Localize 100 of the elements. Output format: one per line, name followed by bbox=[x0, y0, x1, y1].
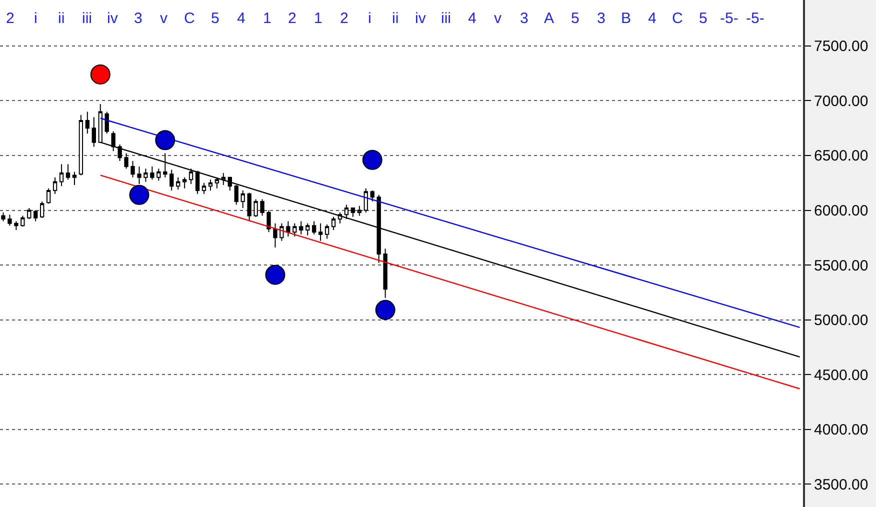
candlestick bbox=[312, 220, 316, 235]
candlestick bbox=[8, 214, 12, 226]
candlestick bbox=[27, 208, 32, 220]
annotation: iii bbox=[82, 10, 92, 27]
y-tick-label: 7500.00 bbox=[814, 38, 868, 56]
point bbox=[375, 300, 396, 320]
annotation: v bbox=[494, 10, 502, 27]
candlestick bbox=[247, 192, 252, 222]
candlestick bbox=[299, 220, 304, 235]
annotation: 4 bbox=[468, 10, 476, 27]
candlestick bbox=[40, 200, 44, 218]
y-tick-label: 6500.00 bbox=[814, 148, 868, 165]
candlestick bbox=[357, 205, 362, 216]
annotation: 3 bbox=[597, 10, 606, 27]
annotation: 2 bbox=[340, 10, 348, 27]
candlestick bbox=[46, 188, 51, 204]
candlestick bbox=[163, 152, 168, 178]
candlestick bbox=[344, 204, 349, 220]
annotation: B bbox=[621, 10, 632, 27]
candlestick bbox=[59, 164, 64, 187]
annotation: 5 bbox=[211, 10, 220, 27]
candlestick bbox=[130, 160, 135, 178]
y-tick-label: 4500.00 bbox=[814, 366, 868, 384]
candlestick bbox=[331, 216, 336, 230]
annotation: A bbox=[544, 10, 554, 27]
candlestick bbox=[1, 212, 6, 222]
candlestick bbox=[370, 190, 374, 202]
annotation: 3 bbox=[520, 10, 528, 27]
annotation: 3 bbox=[134, 10, 142, 27]
candlestick bbox=[324, 224, 330, 240]
candlestick bbox=[240, 190, 245, 209]
candlestick bbox=[318, 222, 323, 242]
candlestick bbox=[234, 184, 238, 206]
annotation: 1 bbox=[263, 10, 272, 27]
point bbox=[155, 130, 176, 150]
candlestick bbox=[292, 222, 297, 238]
annotation: 1 bbox=[314, 10, 322, 27]
annotation: 4 bbox=[648, 10, 656, 27]
annotation: C bbox=[672, 10, 683, 27]
annotation: 4 bbox=[237, 10, 246, 27]
y-tick-label: 4000.00 bbox=[814, 422, 868, 438]
annotation: -5- bbox=[720, 10, 738, 27]
candlestick bbox=[170, 169, 174, 192]
candlestick bbox=[383, 248, 388, 298]
candlestick bbox=[52, 176, 58, 194]
candlestick bbox=[273, 222, 278, 248]
candlestick bbox=[14, 220, 18, 230]
annotation: iv bbox=[415, 10, 426, 27]
candlestick bbox=[150, 166, 154, 180]
candlestick bbox=[202, 182, 206, 194]
annotation: C bbox=[184, 10, 195, 27]
annotation: i bbox=[34, 10, 38, 27]
candlestick bbox=[208, 179, 213, 192]
y-tick-label: 6000.00 bbox=[814, 202, 868, 220]
candlestick bbox=[20, 215, 25, 228]
candlestick bbox=[266, 210, 271, 233]
annotation: iii bbox=[441, 10, 451, 27]
candlestick bbox=[144, 168, 148, 182]
annotation: 5 bbox=[571, 10, 580, 27]
candlestick bbox=[92, 116, 96, 148]
y-tick-label: 5500.00 bbox=[814, 257, 868, 274]
annotation: 5 bbox=[699, 10, 708, 27]
annotation: 2 bbox=[288, 10, 296, 27]
candlestick bbox=[188, 168, 194, 184]
candlestick bbox=[306, 222, 310, 236]
candlestick bbox=[78, 114, 84, 176]
candlestick bbox=[176, 176, 180, 190]
point bbox=[129, 184, 150, 205]
annotation: 2 bbox=[6, 10, 14, 27]
candlestick bbox=[221, 172, 226, 186]
candlestick bbox=[182, 176, 187, 189]
point bbox=[265, 264, 286, 285]
annotation: ii bbox=[58, 10, 65, 27]
annotation: ii bbox=[392, 10, 399, 27]
y-tick-label: 3500.00 bbox=[814, 476, 868, 494]
candlestick bbox=[286, 220, 290, 238]
annotation: i bbox=[368, 10, 372, 27]
candlestick bbox=[124, 152, 128, 170]
annotation: -5- bbox=[746, 10, 764, 27]
candlestick bbox=[280, 222, 284, 242]
candlestick bbox=[85, 111, 90, 134]
annotation: iv bbox=[107, 10, 118, 27]
candlestick bbox=[254, 198, 258, 218]
candlestick bbox=[118, 144, 122, 162]
candlestick bbox=[72, 171, 77, 186]
y-tick-label: 5000.00 bbox=[814, 312, 868, 329]
candlestick bbox=[34, 210, 38, 222]
candlestick bbox=[104, 111, 109, 134]
candlestick bbox=[156, 168, 161, 182]
candlestick bbox=[260, 198, 264, 216]
y-tick-label: 7000.00 bbox=[814, 92, 868, 110]
candlestick bbox=[66, 164, 70, 180]
candlestick bbox=[376, 194, 381, 264]
candlestick bbox=[195, 170, 200, 194]
point bbox=[362, 150, 382, 170]
point bbox=[90, 64, 110, 84]
candlestick bbox=[214, 176, 220, 189]
candlestick bbox=[350, 208, 356, 218]
annotation: v bbox=[160, 10, 168, 27]
candlestick bbox=[364, 188, 368, 213]
